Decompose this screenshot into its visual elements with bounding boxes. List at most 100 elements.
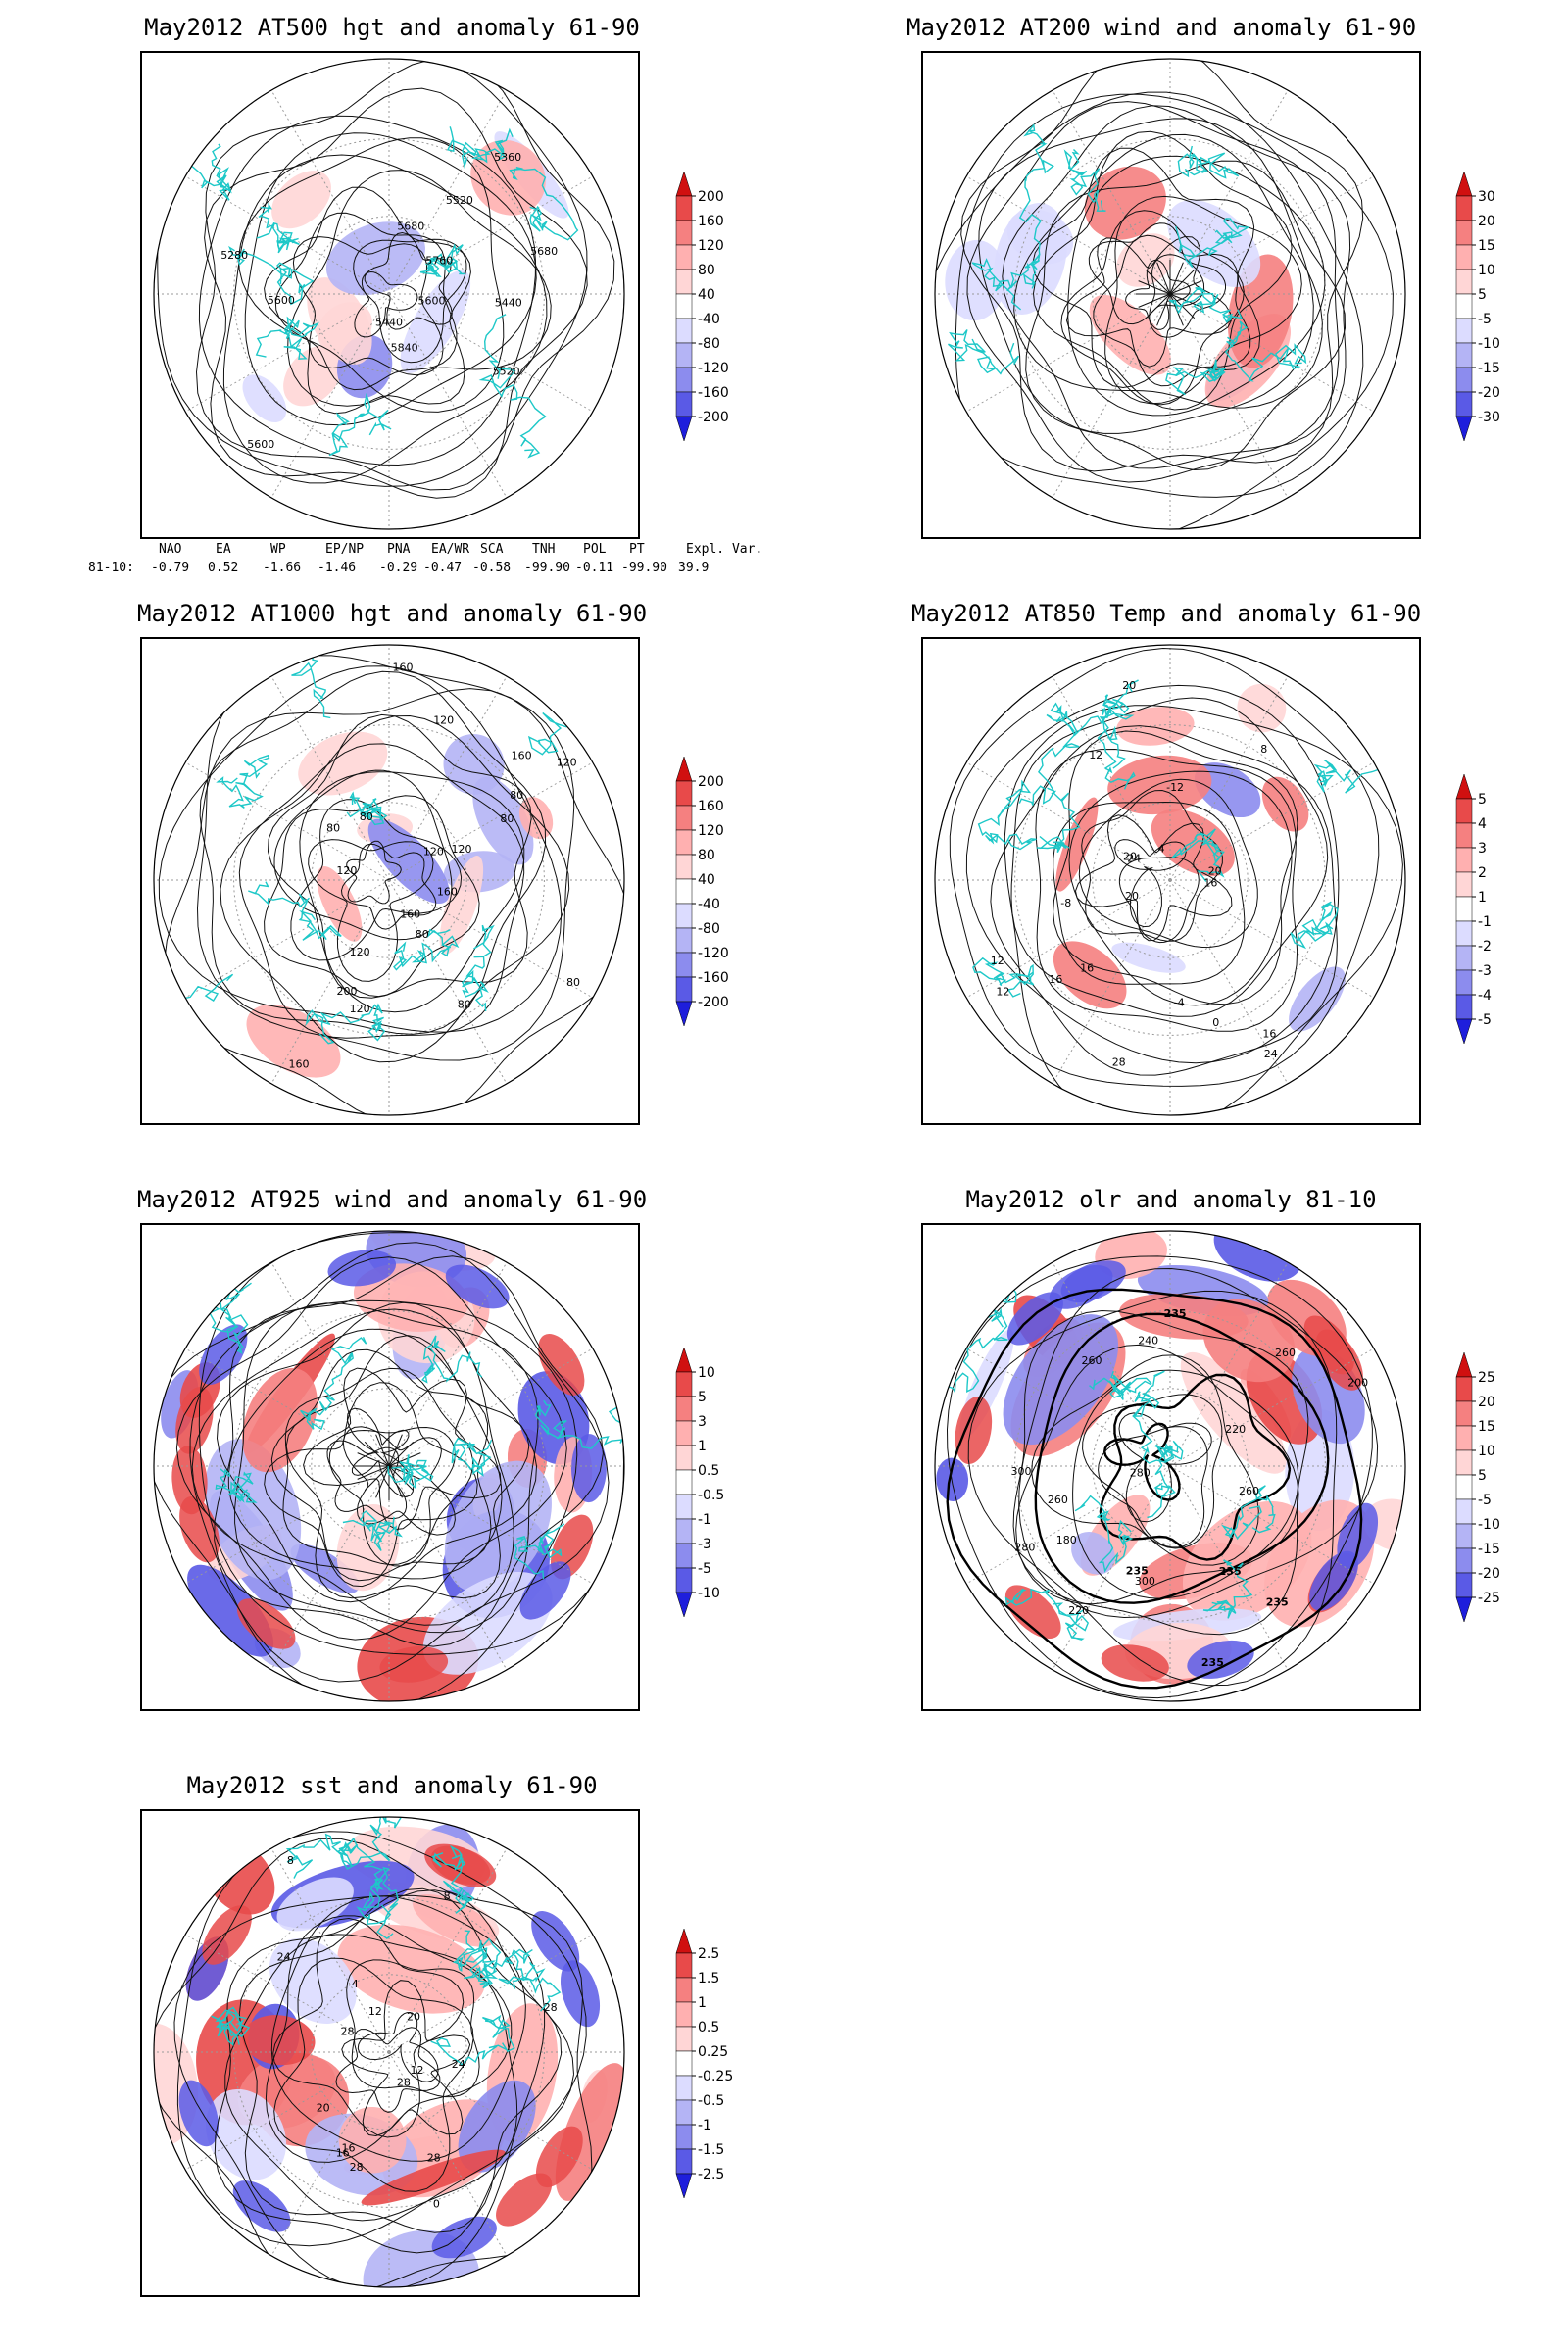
positive-anomaly-area	[535, 2126, 583, 2188]
negative-anomaly-area	[368, 818, 450, 904]
map-frame: 235 260 240 235 220 260 280 300 235 200 180 220 260 2…	[921, 1223, 1421, 1711]
coastline	[451, 1437, 493, 1477]
streamline	[1145, 269, 1171, 295]
contour-label: 20	[1125, 890, 1139, 903]
contour-label: 20	[1208, 865, 1222, 878]
positive-anomaly-area	[1004, 1585, 1061, 1639]
latitude-circle	[311, 216, 467, 372]
map-frame: 5600 5520 5440 5600 5280 5360 5440 5520 5600 5680…	[140, 51, 640, 539]
latitude-circle	[311, 1388, 467, 1544]
contour-label: 20	[317, 2101, 330, 2114]
latitude-circle	[1014, 138, 1326, 450]
coastline	[285, 1833, 359, 1879]
contour-line	[1099, 1373, 1292, 1561]
coastline	[971, 253, 1041, 311]
positive-anomaly-area	[353, 1263, 469, 1332]
meridian-line	[270, 1847, 390, 2053]
colorbar-segment	[1455, 798, 1473, 824]
colorbar-segment	[1455, 1376, 1473, 1402]
colorbar-label: 0.25	[698, 2044, 728, 2060]
colorbar-segment	[1455, 920, 1473, 947]
coastline	[972, 956, 1035, 998]
meridian-line	[388, 1348, 594, 1467]
colorbar-label: -3	[1478, 963, 1492, 979]
contour-label: 16	[336, 2146, 350, 2159]
coastline	[387, 1454, 434, 1490]
contour-line	[1081, 789, 1223, 942]
contour-line	[1078, 778, 1258, 949]
coastline	[1046, 704, 1135, 769]
index-value: 39.9	[678, 561, 710, 575]
coastline	[430, 2014, 515, 2067]
contour-label: 5440	[495, 297, 522, 310]
streamline	[1060, 210, 1245, 406]
streamline	[1138, 280, 1171, 295]
latitude-circle	[1014, 1310, 1326, 1622]
streamline	[364, 1441, 390, 1467]
coastline	[255, 316, 319, 360]
contour-line	[341, 1980, 471, 2137]
contour-label: 24	[1127, 852, 1141, 864]
colorbar: 2.5 1.5 1 0.5 0.25 -0.25 -0.5 -1 -1.5 -2.5	[675, 1928, 764, 2231]
negative-anomaly-area	[1337, 1502, 1379, 1569]
map-content: 2352602402352202602803002352001802202602…	[935, 1231, 1405, 1701]
contour-line	[214, 1889, 574, 2254]
streamline	[1125, 259, 1191, 330]
positive-anomaly-area	[470, 139, 546, 216]
map-content: 28 28 24 20 16 12 8 4 0 28 28 24 20 16 12 8 28	[154, 1817, 624, 2287]
coastline	[154, 973, 234, 1054]
coastline	[340, 1817, 402, 1893]
colorbar-label: -0.5	[698, 1488, 724, 1503]
streamline	[1169, 262, 1184, 295]
streamline	[357, 1452, 390, 1467]
colorbar-segment	[675, 1977, 693, 2003]
colorbar-segment	[1455, 293, 1473, 319]
contour-label: 235	[1164, 1307, 1187, 1320]
negative-anomaly-area	[400, 270, 471, 373]
index-value: -0.11	[575, 561, 614, 575]
map-frame: 16 12 12 16 20 24 8 0 -8 -12 -4 4 12 16 20 24 28 20 16 20	[921, 637, 1421, 1125]
positive-anomaly-area	[1202, 1298, 1296, 1383]
streamline	[234, 1302, 539, 1634]
colorbar-label: 10	[698, 1365, 715, 1381]
contour-line	[224, 1934, 518, 2222]
contour-line	[238, 137, 505, 413]
contour-label: 235	[1126, 1564, 1149, 1577]
contour-line	[1082, 1394, 1223, 1549]
streamline	[1169, 280, 1202, 295]
streamline	[1088, 222, 1205, 325]
streamline	[214, 1255, 604, 1647]
contour-label: 4	[1158, 843, 1165, 856]
colorbar-segment	[675, 878, 693, 905]
contour-label: 80	[510, 789, 523, 802]
positive-anomaly-area	[307, 277, 372, 365]
latitude-circle	[233, 1310, 545, 1622]
contour-line	[204, 87, 588, 499]
contour-label: 235	[1201, 1656, 1224, 1669]
contour-label: 80	[360, 810, 373, 823]
colorbar-segment	[675, 1494, 693, 1520]
negative-anomaly-area	[327, 1250, 397, 1287]
streamline	[375, 1434, 390, 1467]
contour-line	[196, 655, 575, 1061]
colorbar-label: 10	[1478, 263, 1495, 278]
meridian-line	[1052, 89, 1171, 295]
colorbar-label: -80	[698, 336, 720, 352]
positive-anomaly-area	[538, 1333, 585, 1396]
colorbar-label: -160	[698, 970, 729, 986]
colorbar: 30 20 15 10 5 -5 -10 -15 -20 -30	[1455, 171, 1544, 474]
contour-line	[198, 115, 537, 466]
contour-label: 5760	[425, 255, 453, 268]
index-header: EA	[216, 542, 231, 557]
negative-anomaly-area	[290, 1544, 360, 1593]
polar-map: 2352602402352202602803002352001802202602…	[934, 1230, 1406, 1702]
contour-label: 20	[1122, 679, 1136, 692]
map-frame	[140, 1223, 640, 1711]
colorbar-segment	[1455, 1425, 1473, 1451]
meridian-line	[388, 293, 594, 413]
contour-line	[1118, 1412, 1212, 1523]
contour-line	[1072, 1369, 1299, 1599]
coastline	[393, 928, 460, 971]
contour-line	[949, 647, 1380, 1087]
